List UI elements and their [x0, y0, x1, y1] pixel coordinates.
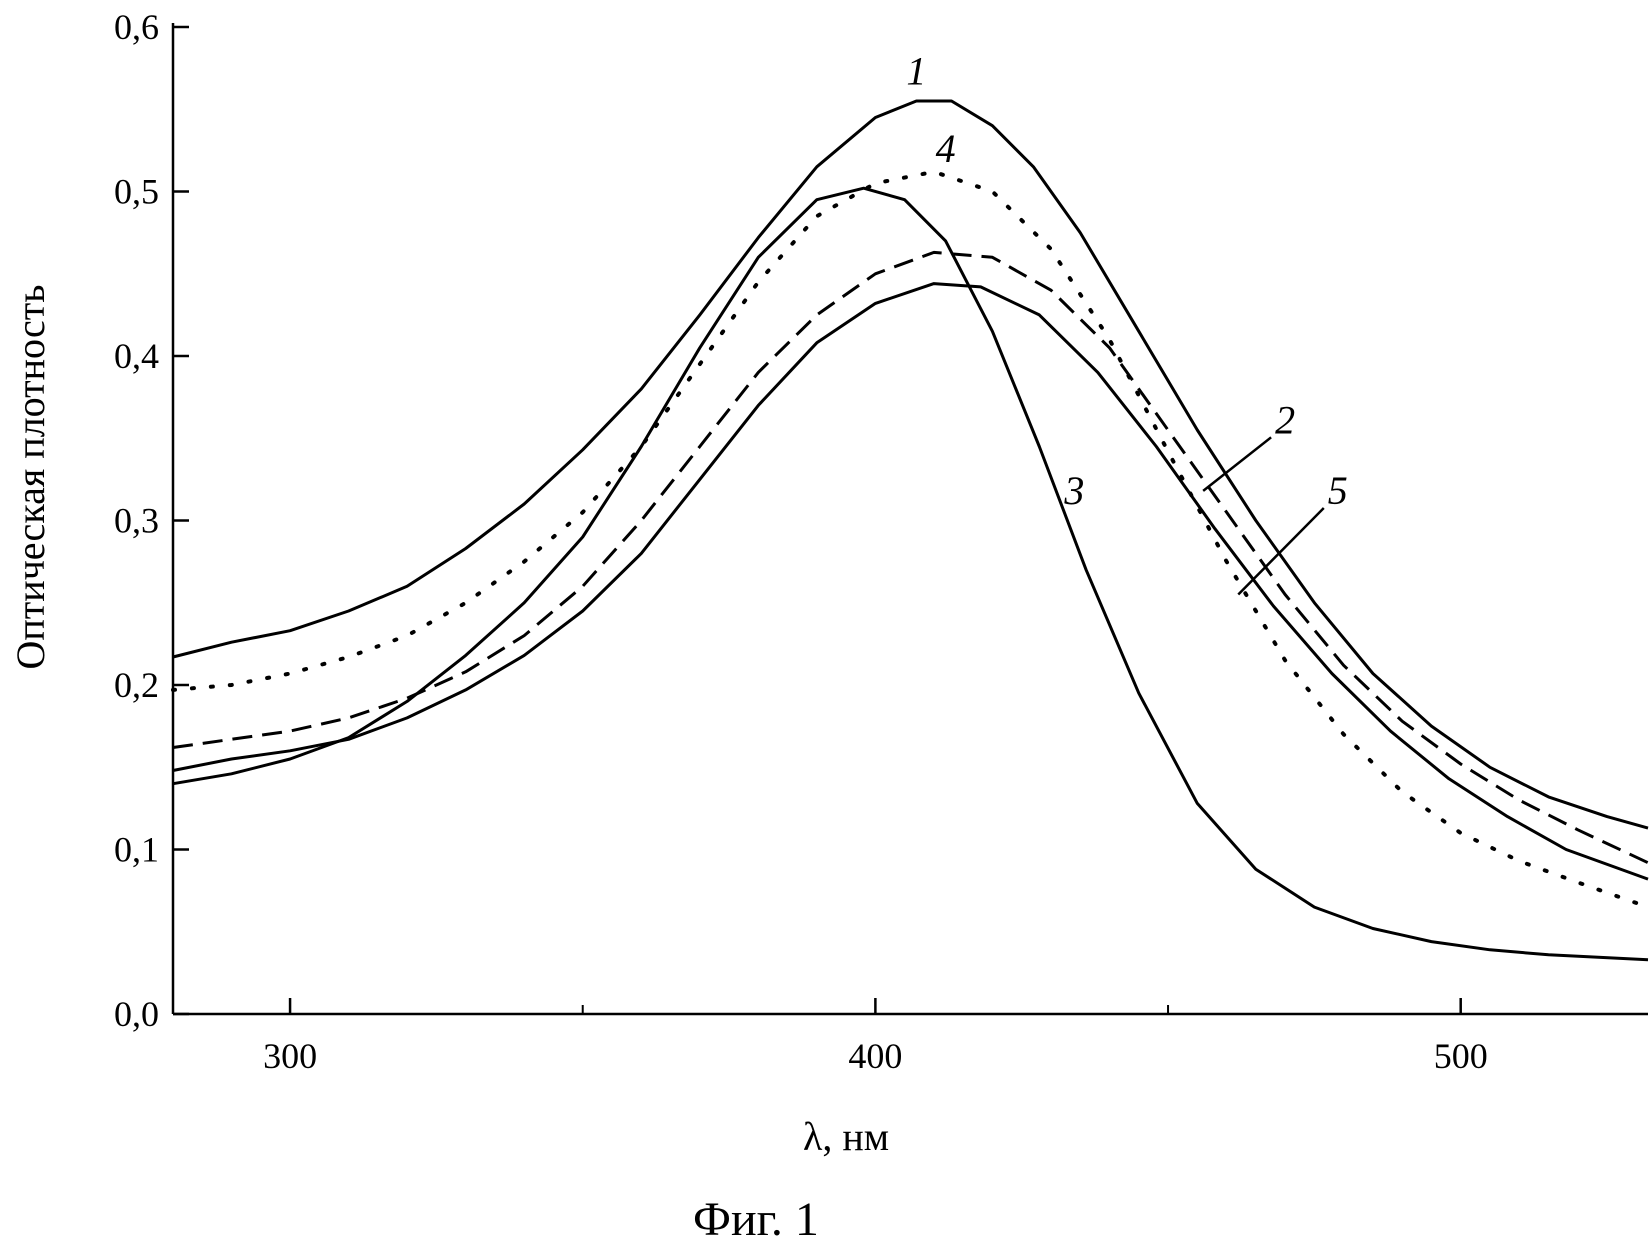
y-axis-title: Оптическая плотность [8, 285, 53, 670]
y-tick-label: 0,0 [114, 994, 159, 1034]
y-axis-ticks: 0,0 0,1 0,2 0,3 0,4 0,5 0,6 [114, 7, 189, 1034]
curve-label-leader [1203, 437, 1271, 491]
x-tick-label: 300 [263, 1036, 317, 1076]
curve-label-leader [1238, 508, 1324, 594]
curve-label: 4 [936, 126, 956, 171]
x-axis-title: λ, нм [803, 1114, 889, 1159]
y-tick-label: 0,6 [114, 7, 159, 47]
x-tick-label: 500 [1434, 1036, 1488, 1076]
y-tick-label: 0,4 [114, 336, 159, 376]
y-tick-label: 0,1 [114, 830, 159, 870]
y-tick-label: 0,5 [114, 172, 159, 212]
series-line-4 [173, 172, 1648, 907]
curve-label: 5 [1328, 468, 1348, 513]
series-line-1 [173, 101, 1648, 828]
x-axis-ticks: 300 400 500 [263, 998, 1488, 1076]
series-line-5 [173, 284, 1648, 880]
x-tick-label: 400 [848, 1036, 902, 1076]
series-layer [173, 101, 1648, 960]
curve-label: 2 [1275, 397, 1295, 442]
series-line-2 [173, 252, 1648, 862]
chart-axes: 0,0 0,1 0,2 0,3 0,4 0,5 0,6 300 400 500 [114, 7, 1648, 1076]
y-tick-label: 0,3 [114, 501, 159, 541]
y-tick-label: 0,2 [114, 665, 159, 705]
series-line-3 [173, 188, 1648, 960]
figure-caption: Фиг. 1 [693, 1193, 819, 1246]
curve-labels: 14 3 25 [906, 49, 1347, 595]
curve-label: 1 [906, 49, 926, 94]
curve-label: 3 [1063, 468, 1084, 513]
